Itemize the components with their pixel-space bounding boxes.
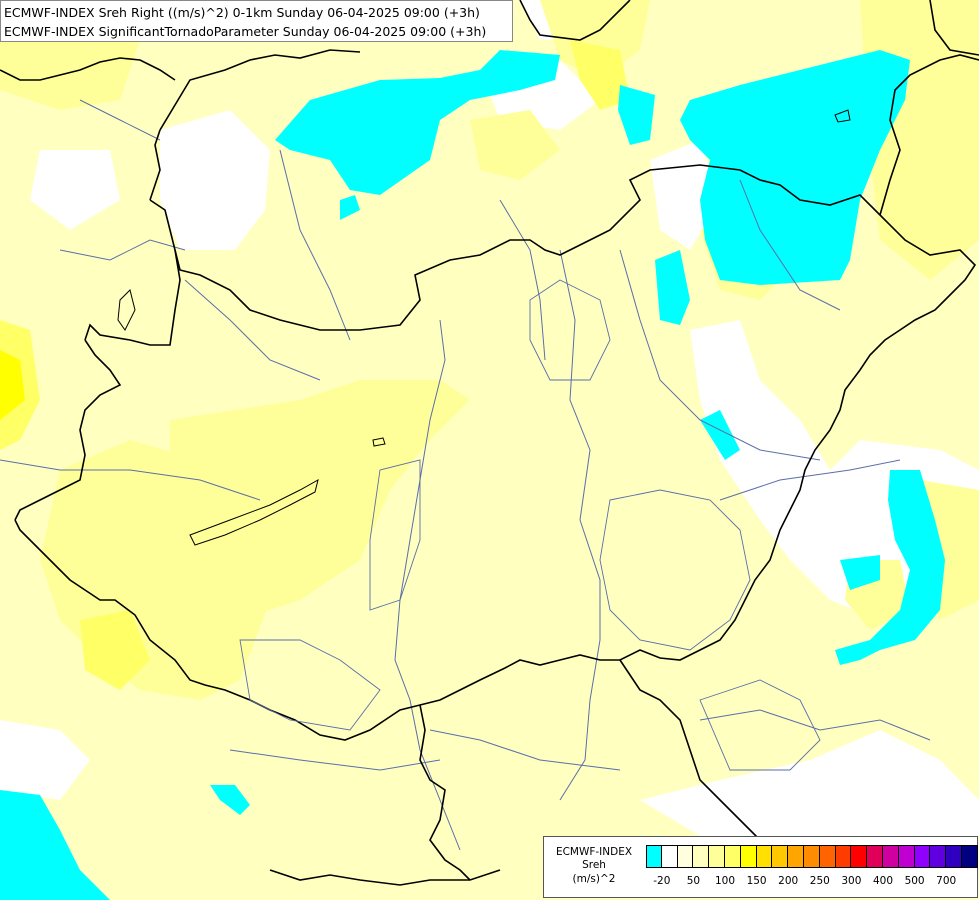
legend-swatch	[835, 846, 852, 867]
legend-swatches	[646, 845, 978, 868]
legend-tick-label: 300	[841, 875, 862, 887]
cyan-areas	[0, 50, 945, 900]
legend-swatch	[851, 846, 868, 867]
legend-tick-label: 700	[936, 875, 957, 887]
legend-swatch	[709, 846, 725, 867]
rivers	[0, 99, 931, 851]
legend-swatch	[788, 846, 804, 867]
legend-tick-label: 250	[809, 875, 830, 887]
title-line-1: ECMWF-INDEX Sreh Right ((m/s)^2) 0-1km S…	[4, 5, 480, 20]
legend-tick-label: -20	[653, 875, 671, 887]
legend-swatch	[772, 846, 789, 867]
lakes	[117, 109, 851, 546]
legend-swatch	[646, 846, 662, 867]
title-line-2: ECMWF-INDEX SignificantTornadoParameter …	[4, 24, 487, 39]
map-title-box: ECMWF-INDEX Sreh Right ((m/s)^2) 0-1km S…	[0, 0, 513, 42]
legend-tick-label: 400	[872, 875, 894, 887]
legend-tick-label: 200	[778, 875, 799, 887]
legend-ticks: -20 50 100 150 200 250 300 400 500 700	[646, 875, 976, 889]
legend-variable: Sreh	[582, 859, 606, 871]
legend-swatch	[740, 846, 757, 867]
legend-model: ECMWF-INDEX	[555, 846, 633, 858]
legend-swatch	[946, 846, 962, 867]
yellow-areas	[0, 0, 979, 700]
legend-swatch	[724, 846, 741, 867]
legend-swatch	[693, 846, 710, 867]
legend-tick-label: 100	[714, 875, 736, 887]
legend-unit: (m/s)^2	[572, 873, 616, 885]
legend-swatch	[677, 846, 694, 867]
legend-tick-label: 150	[746, 875, 767, 887]
legend-swatch	[961, 846, 978, 867]
legend-swatch	[930, 846, 947, 867]
color-legend: ECMWF-INDEX Sreh (m/s)^2 -20 50 100 150 200 2…	[543, 836, 978, 898]
legend-tick-label: 500	[904, 875, 925, 887]
legend-swatch	[898, 846, 915, 867]
legend-swatch	[756, 846, 773, 867]
legend-swatch	[882, 846, 899, 867]
region-borders	[239, 279, 821, 771]
legend-swatch	[819, 846, 836, 867]
lake-balaton	[189, 479, 319, 546]
legend-swatch	[661, 846, 678, 867]
legend-swatch	[914, 846, 931, 867]
legend-swatch	[803, 846, 820, 867]
border-north	[14, 49, 977, 741]
legend-tick-label: 50	[686, 875, 701, 887]
legend-swatch	[867, 846, 883, 867]
